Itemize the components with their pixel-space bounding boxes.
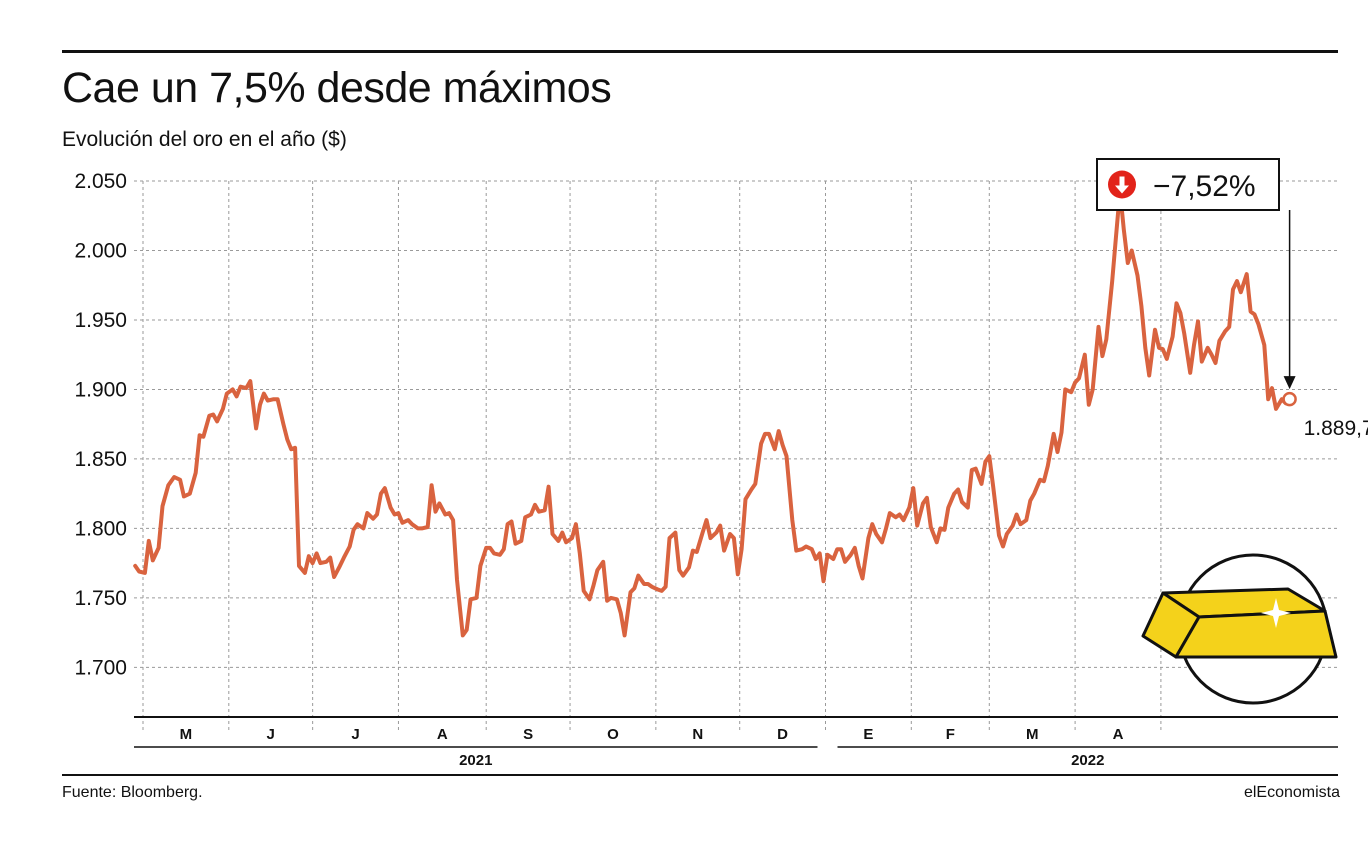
month-label: O xyxy=(607,726,619,743)
gold-price-line xyxy=(133,188,1288,638)
year-label: 2022 xyxy=(1071,752,1104,769)
peak-annotation: −7,52% 1.889,7 xyxy=(1096,158,1368,440)
chart-title: Cae un 7,5% desde máximos xyxy=(62,64,612,112)
month-label: M xyxy=(180,726,193,743)
y-tick-label: 1.700 xyxy=(74,656,127,679)
gold-bar-front xyxy=(1174,609,1338,659)
y-tick-label: 1.750 xyxy=(74,587,127,610)
down-arrow-icon xyxy=(1108,170,1136,199)
y-tick-label: 1.950 xyxy=(74,309,127,332)
series-layer xyxy=(133,188,1297,638)
leader-arrowhead xyxy=(1283,376,1296,390)
x-axis: M J J A S O N D E F M A 2021 2022 xyxy=(134,716,1338,769)
last-value-marker xyxy=(1282,391,1297,407)
month-label: J xyxy=(267,726,275,743)
brand-logo-text: elEconomista xyxy=(1243,784,1340,801)
month-label: S xyxy=(523,726,533,743)
y-tick-label: 1.800 xyxy=(74,517,127,540)
bottom-rule xyxy=(62,774,1338,776)
y-tick-label: 2.000 xyxy=(74,239,127,262)
month-label: M xyxy=(1026,726,1039,743)
month-label: D xyxy=(777,726,788,743)
month-label: N xyxy=(692,726,703,743)
source-note: Fuente: Bloomberg. xyxy=(62,784,203,801)
month-label: A xyxy=(1113,726,1124,743)
last-value-label: 1.889,7 xyxy=(1304,417,1368,440)
month-label: F xyxy=(946,726,955,743)
y-axis-labels: 1.700 1.750 1.800 1.850 1.900 1.950 2.000 2.050 xyxy=(74,170,127,679)
y-tick-label: 2.050 xyxy=(74,170,127,193)
gold-bar-illustration xyxy=(1141,553,1338,705)
month-label: J xyxy=(351,726,359,743)
y-tick-label: 1.900 xyxy=(74,378,127,401)
year-label: 2021 xyxy=(459,752,492,769)
top-rule xyxy=(62,50,1338,53)
grid xyxy=(134,180,1338,732)
sparkle-icon xyxy=(1261,598,1291,628)
change-badge-label: −7,52% xyxy=(1153,170,1256,203)
y-tick-label: 1.850 xyxy=(74,448,127,471)
month-label: E xyxy=(863,726,873,743)
month-label: A xyxy=(437,726,448,743)
chart-subtitle: Evolución del oro en el año ($) xyxy=(62,128,347,151)
